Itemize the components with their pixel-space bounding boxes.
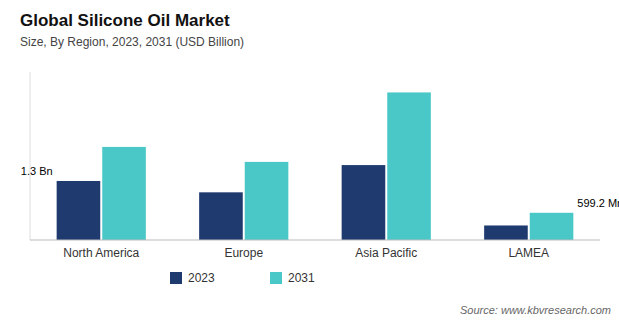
annotation: 599.2 Mn — [577, 197, 619, 209]
legend: 2023 2031 — [170, 271, 315, 285]
x-tick-label: North America — [63, 246, 139, 260]
y-axis-line — [30, 72, 31, 240]
annotation: 1.3 Bn — [21, 165, 53, 177]
bar — [199, 192, 243, 240]
bar — [102, 147, 146, 240]
source: Source: www.kbvresearch.com — [460, 304, 611, 316]
subtitle: Size, By Region, 2023, 2031 (USD Billion… — [20, 35, 244, 49]
legend-label: 2023 — [188, 271, 215, 285]
legend-label: 2031 — [288, 271, 315, 285]
title: Global Silicone Oil Market — [20, 11, 230, 30]
chart: Global Silicone Oil Market Size, By Regio… — [0, 0, 619, 322]
legend-swatch — [170, 272, 182, 284]
bar — [530, 213, 574, 240]
legend-swatch — [270, 272, 282, 284]
bar — [387, 92, 431, 240]
x-tick-label: Europe — [224, 246, 263, 260]
bar — [245, 162, 289, 240]
bar — [342, 165, 386, 240]
x-tick-label: LAMEA — [508, 246, 549, 260]
bar — [57, 181, 101, 240]
bars — [57, 92, 574, 240]
bar — [484, 225, 528, 240]
x-tick-label: Asia Pacific — [355, 246, 417, 260]
x-axis-line — [30, 240, 600, 241]
